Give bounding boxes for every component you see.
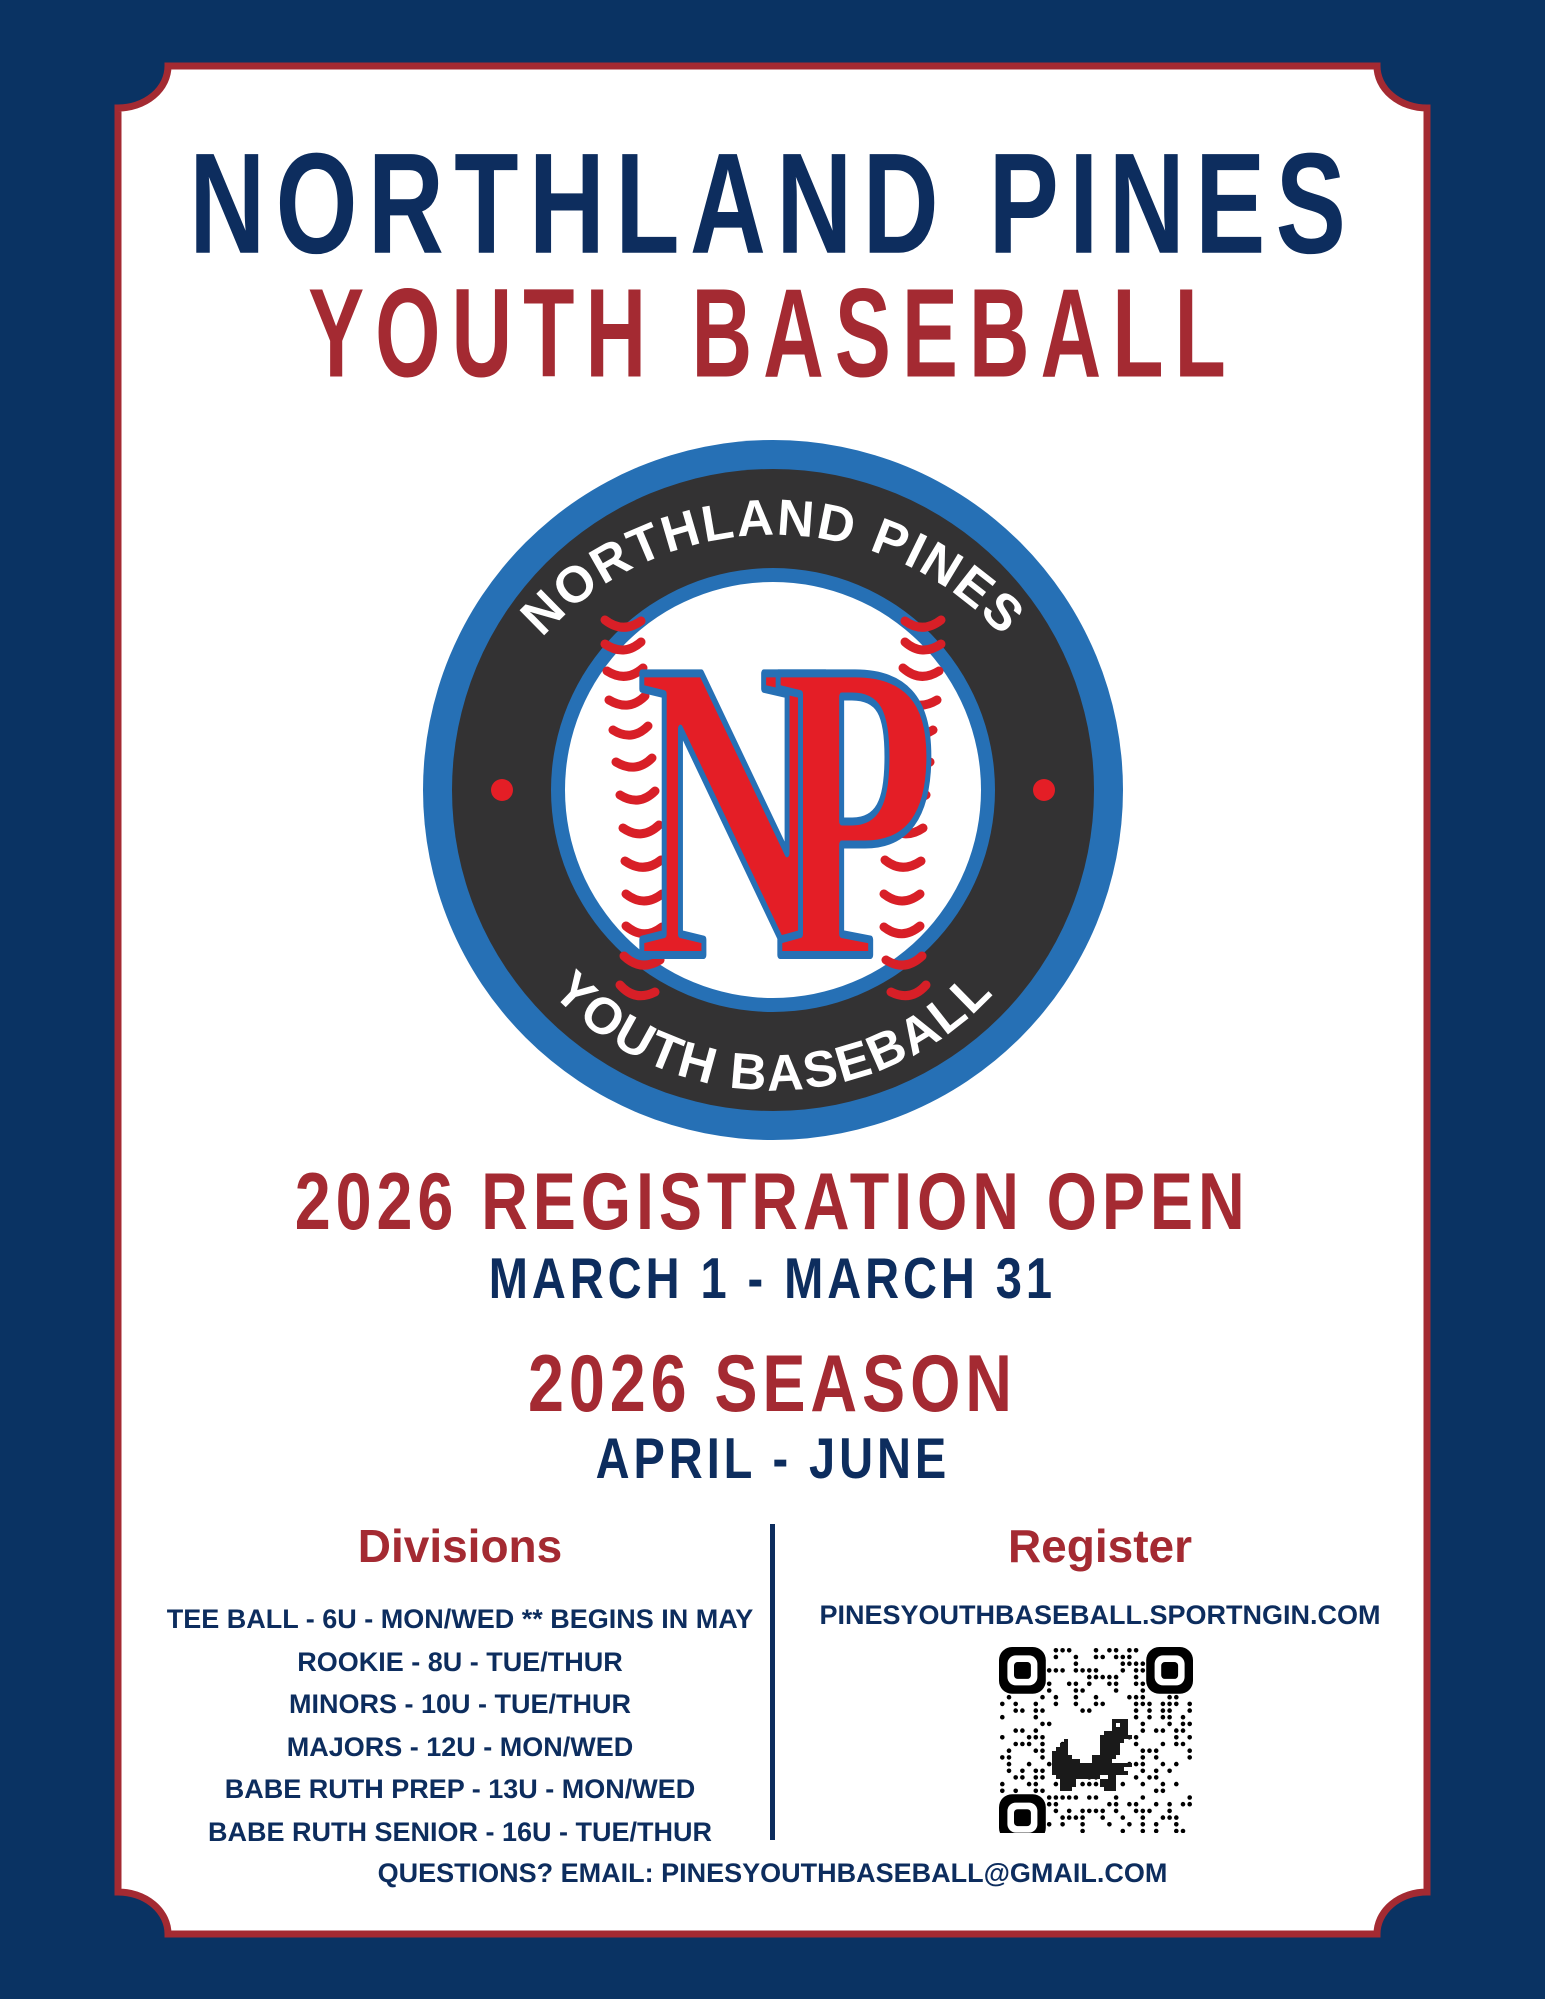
svg-text:P: P xyxy=(774,573,937,1049)
